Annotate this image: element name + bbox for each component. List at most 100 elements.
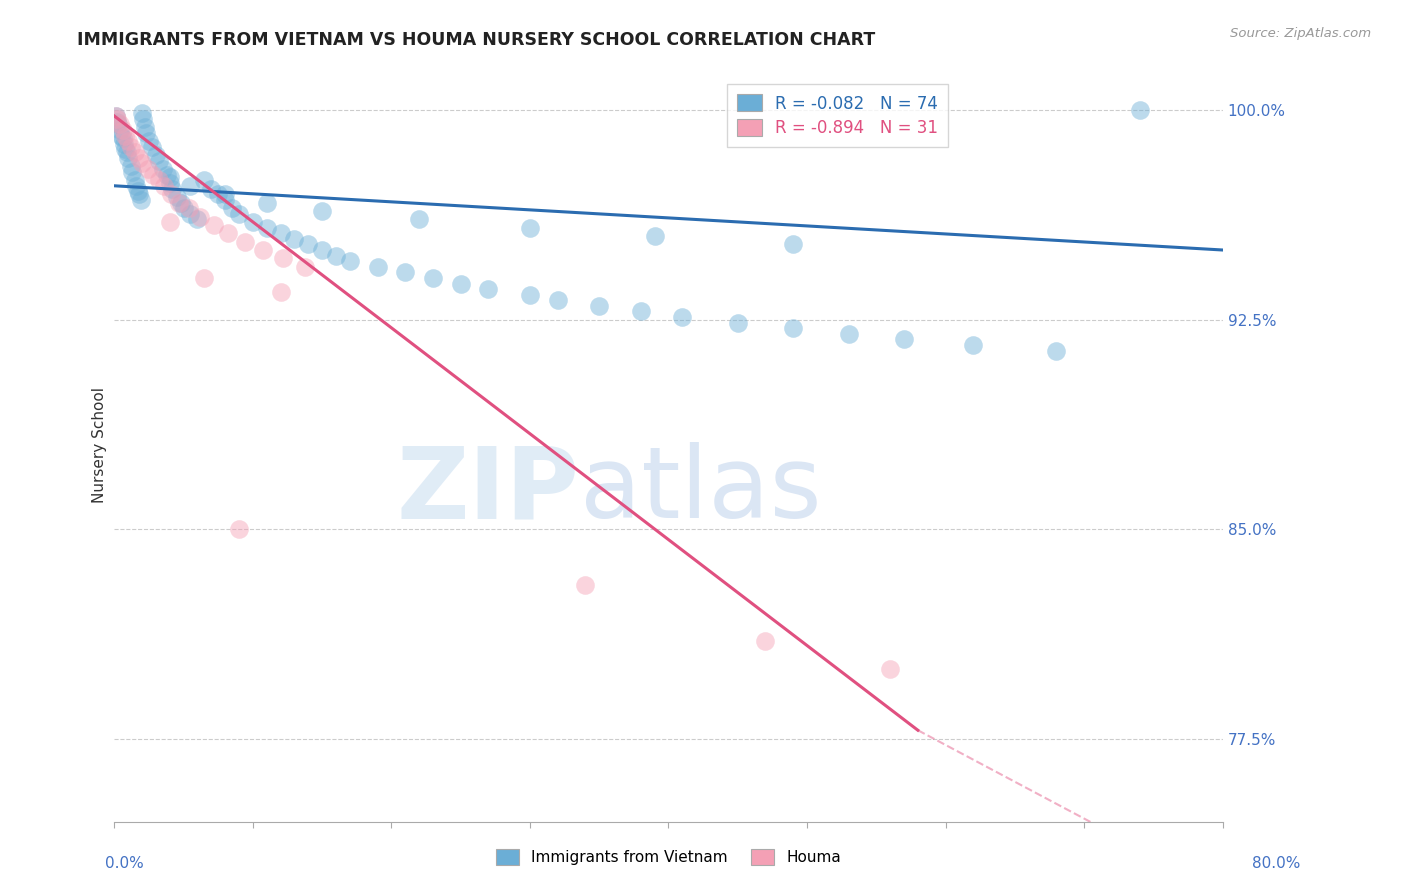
Point: [141, 139, 163, 153]
Point: [450, 277, 472, 291]
Point: [193, 173, 215, 187]
Point: [202, 218, 225, 232]
Point: [271, 252, 294, 266]
Point: [166, 190, 188, 204]
Point: [588, 299, 610, 313]
Point: [838, 326, 860, 341]
Point: [644, 229, 666, 244]
Point: [124, 173, 146, 187]
Point: [105, 114, 128, 128]
Point: [173, 201, 195, 215]
Point: [519, 220, 541, 235]
Point: [188, 210, 211, 224]
Point: [131, 106, 153, 120]
Point: [214, 187, 236, 202]
Point: [221, 201, 243, 215]
Text: 0.0%: 0.0%: [105, 856, 145, 871]
Point: [162, 181, 184, 195]
Point: [242, 215, 264, 229]
Point: [367, 260, 389, 274]
Point: [283, 232, 305, 246]
Point: [104, 109, 127, 123]
Point: [114, 143, 136, 157]
Point: [135, 126, 157, 140]
Point: [120, 159, 142, 173]
Point: [270, 285, 292, 299]
Point: [294, 260, 316, 274]
Point: [111, 123, 134, 137]
Point: [129, 193, 152, 207]
Point: [782, 321, 804, 335]
Text: atlas: atlas: [579, 442, 821, 539]
Point: [252, 243, 274, 257]
Point: [170, 195, 193, 210]
Point: [128, 187, 150, 202]
Point: [879, 662, 901, 676]
Point: [325, 249, 347, 263]
Point: [179, 207, 201, 221]
Point: [671, 310, 693, 324]
Point: [128, 151, 150, 165]
Point: [754, 633, 776, 648]
Point: [574, 578, 596, 592]
Point: [111, 131, 134, 145]
Point: [394, 265, 416, 279]
Point: [214, 193, 236, 207]
Text: IMMIGRANTS FROM VIETNAM VS HOUMA NURSERY SCHOOL CORRELATION CHART: IMMIGRANTS FROM VIETNAM VS HOUMA NURSERY…: [77, 31, 876, 49]
Point: [200, 181, 222, 195]
Point: [169, 195, 191, 210]
Y-axis label: Nursery School: Nursery School: [93, 387, 107, 503]
Point: [138, 134, 160, 148]
Point: [136, 162, 159, 177]
Point: [114, 128, 136, 143]
Point: [125, 178, 148, 193]
Point: [108, 123, 131, 137]
Point: [142, 168, 165, 182]
Point: [121, 165, 143, 179]
Point: [127, 185, 149, 199]
Point: [108, 117, 131, 131]
Point: [193, 271, 215, 285]
Point: [152, 162, 174, 177]
Point: [145, 148, 167, 162]
Point: [131, 156, 153, 170]
Point: [179, 178, 201, 193]
Point: [256, 195, 278, 210]
Point: [112, 136, 135, 151]
Point: [177, 201, 200, 215]
Point: [186, 212, 208, 227]
Point: [160, 187, 183, 202]
Text: 80.0%: 80.0%: [1253, 856, 1301, 871]
Point: [217, 226, 239, 240]
Point: [297, 237, 319, 252]
Point: [115, 145, 138, 160]
Point: [256, 220, 278, 235]
Point: [132, 112, 155, 126]
Point: [148, 153, 170, 168]
Point: [228, 522, 250, 536]
Point: [270, 226, 292, 240]
Point: [148, 173, 170, 187]
Point: [477, 282, 499, 296]
Point: [630, 304, 652, 318]
Point: [124, 145, 146, 160]
Point: [110, 128, 132, 143]
Point: [207, 187, 229, 202]
Point: [228, 207, 250, 221]
Point: [727, 316, 749, 330]
Point: [1045, 343, 1067, 358]
Point: [120, 139, 142, 153]
Point: [893, 332, 915, 346]
Point: [156, 168, 179, 182]
Point: [547, 293, 569, 308]
Point: [311, 243, 333, 257]
Point: [311, 203, 333, 218]
Point: [339, 254, 361, 268]
Point: [153, 178, 176, 193]
Point: [104, 109, 127, 123]
Point: [117, 151, 139, 165]
Point: [422, 271, 444, 285]
Point: [1128, 103, 1150, 118]
Point: [159, 215, 181, 229]
Point: [159, 176, 181, 190]
